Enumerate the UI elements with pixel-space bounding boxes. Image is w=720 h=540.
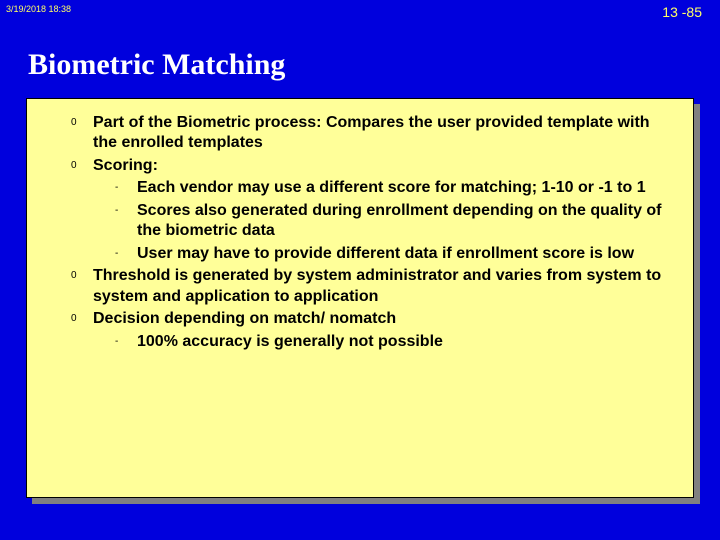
list-item: Decision depending on match/ nomatch 100… (71, 309, 675, 352)
bullet-text: Each vendor may use a different score fo… (137, 179, 646, 196)
page-number: 13 -85 (662, 4, 702, 20)
list-item: Each vendor may use a different score fo… (115, 178, 675, 198)
sub-bullet-list: 100% accuracy is generally not possible (93, 332, 675, 352)
list-item: Scoring: Each vendor may use a different… (71, 156, 675, 264)
bullet-text: 100% accuracy is generally not possible (137, 333, 443, 350)
sub-bullet-list: Each vendor may use a different score fo… (93, 178, 675, 264)
bullet-text: Part of the Biometric process: Compares … (93, 114, 650, 151)
content-card: Part of the Biometric process: Compares … (26, 98, 694, 498)
slide-header: 3/19/2018 18:38 13 -85 (0, 0, 720, 26)
list-item: Threshold is generated by system adminis… (71, 266, 675, 307)
list-item: Scores also generated during enrollment … (115, 201, 675, 242)
list-item: Part of the Biometric process: Compares … (71, 113, 675, 154)
bullet-text: Scores also generated during enrollment … (137, 202, 662, 239)
list-item: 100% accuracy is generally not possible (115, 332, 675, 352)
slide-title: Biometric Matching (28, 48, 720, 82)
bullet-text: Decision depending on match/ nomatch (93, 310, 396, 327)
bullet-list: Part of the Biometric process: Compares … (53, 113, 675, 352)
list-item: User may have to provide different data … (115, 244, 675, 264)
timestamp: 3/19/2018 18:38 (6, 4, 71, 14)
bullet-text: User may have to provide different data … (137, 245, 634, 262)
content-card-wrap: Part of the Biometric process: Compares … (26, 98, 694, 498)
bullet-text: Scoring: (93, 157, 158, 174)
bullet-text: Threshold is generated by system adminis… (93, 267, 661, 304)
